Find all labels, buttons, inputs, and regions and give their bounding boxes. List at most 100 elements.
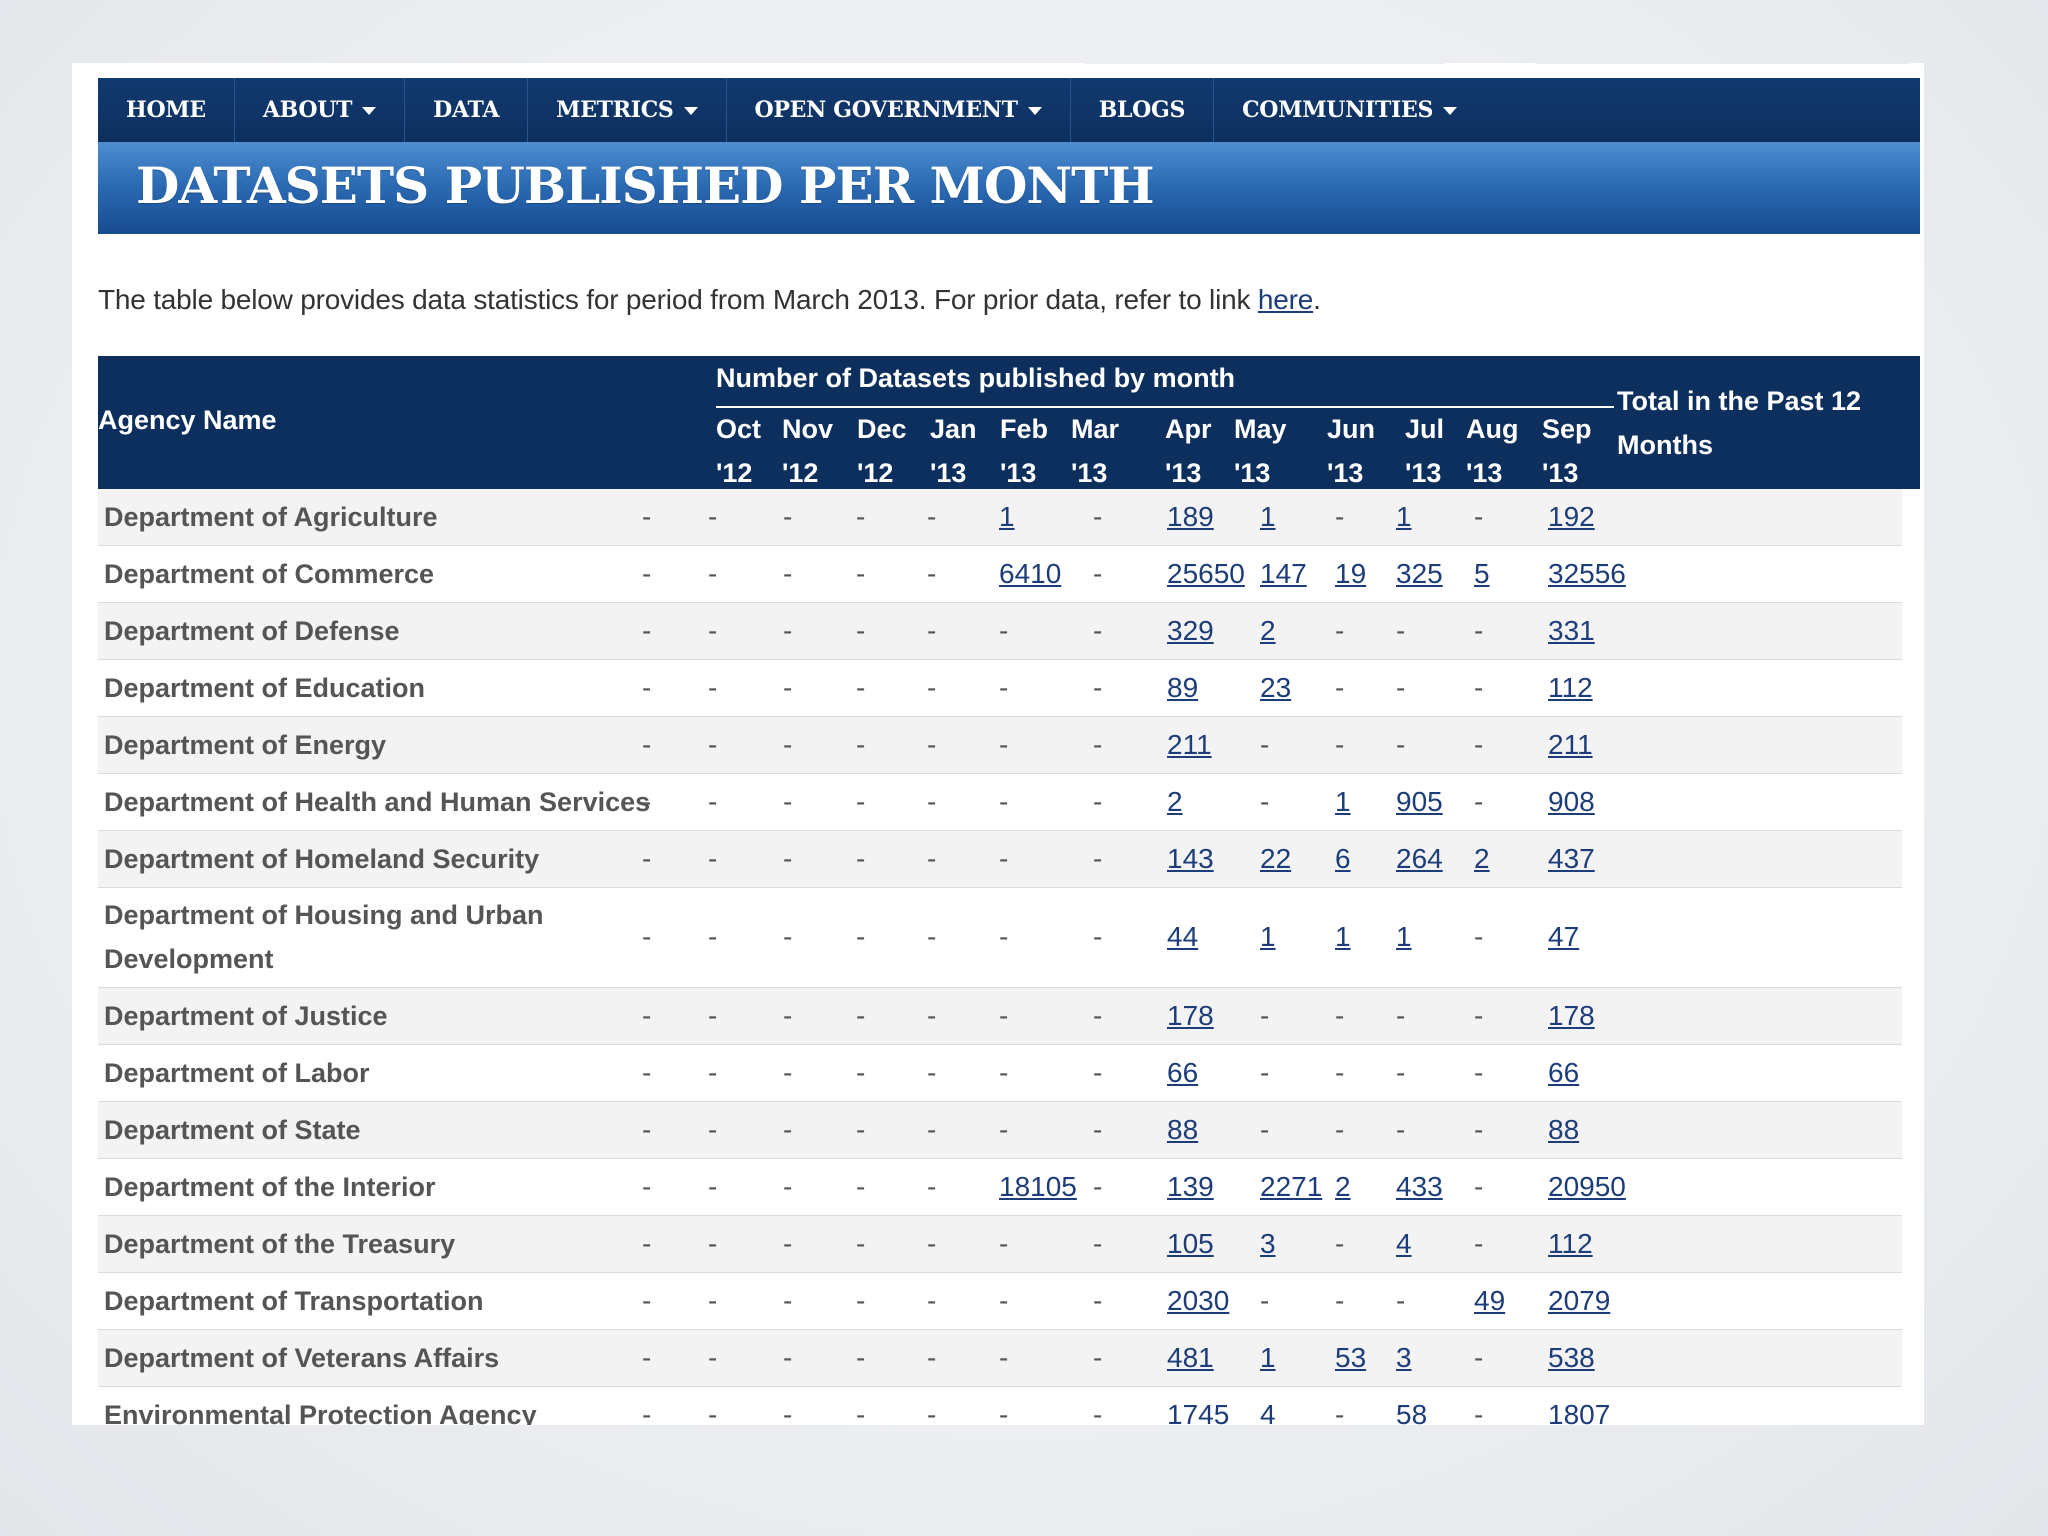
agency-name-cell: Department of Labor	[104, 1058, 370, 1088]
dataset-count-link[interactable]: 1	[1396, 921, 1412, 952]
total-count-link[interactable]: 20950	[1548, 1171, 1626, 1202]
dataset-count-link[interactable]: 1	[1260, 501, 1276, 532]
dataset-count-link[interactable]: 44	[1167, 921, 1199, 952]
month-label: Mar	[1071, 414, 1120, 444]
empty-value-cell: -	[708, 1228, 718, 1259]
total-count-link[interactable]: 1807	[1548, 1399, 1611, 1425]
empty-value-cell: -	[1474, 1228, 1484, 1259]
empty-value-cell: -	[642, 729, 652, 760]
dataset-count-link[interactable]: 1	[1335, 921, 1351, 952]
dataset-count-link[interactable]: 1	[1335, 786, 1351, 817]
dataset-count-link[interactable]: 2	[1474, 843, 1490, 874]
dataset-count-link[interactable]: 105	[1167, 1228, 1214, 1259]
dataset-count-link[interactable]: 178	[1167, 1000, 1214, 1031]
dataset-count-link[interactable]: 19	[1335, 558, 1367, 589]
dataset-count-link[interactable]: 2	[1167, 786, 1183, 817]
nav-item-label: ABOUT	[262, 97, 353, 123]
empty-value-cell: -	[999, 1228, 1009, 1259]
total-count-link[interactable]: 32556	[1548, 558, 1626, 589]
total-count-link[interactable]: 331	[1548, 615, 1595, 646]
empty-value-cell: -	[1396, 1114, 1406, 1145]
total-count-link[interactable]: 437	[1548, 843, 1595, 874]
dataset-count-link[interactable]: 5	[1474, 558, 1490, 589]
dataset-count-link[interactable]: 433	[1396, 1171, 1443, 1202]
table-row: Department of Transportation - - - - - - -2030-…	[98, 1273, 1902, 1330]
dataset-count-link[interactable]: 325	[1396, 558, 1443, 589]
dataset-count-link[interactable]: 139	[1167, 1171, 1214, 1202]
top-border-segment	[1535, 63, 1910, 64]
total-count-link[interactable]: 47	[1548, 921, 1580, 952]
dataset-count-link[interactable]: 211	[1167, 729, 1212, 760]
empty-value-cell: -	[642, 843, 652, 874]
empty-value-cell: -	[999, 1000, 1009, 1031]
dataset-count-link[interactable]: 264	[1396, 843, 1443, 874]
prior-data-link[interactable]: here	[1257, 284, 1314, 315]
agency-name-cell: Department of Transportation	[104, 1286, 484, 1316]
empty-value-cell: -	[708, 1342, 718, 1373]
dataset-count-link[interactable]: 6410	[999, 558, 1062, 589]
dataset-count-link[interactable]: 49	[1474, 1285, 1506, 1316]
year-label: '13	[1071, 458, 1108, 488]
empty-value-cell: -	[708, 921, 718, 952]
total-count-link[interactable]: 66	[1548, 1057, 1580, 1088]
nav-item-open-government[interactable]: OPEN GOVERNMENT	[727, 78, 1071, 142]
total-count-link[interactable]: 88	[1548, 1114, 1580, 1145]
dataset-count-link[interactable]: 1	[1260, 1342, 1276, 1373]
dataset-count-link[interactable]: 53	[1335, 1342, 1367, 1373]
dataset-count-link[interactable]: 189	[1167, 501, 1214, 532]
year-label: '13	[930, 458, 967, 488]
total-count-link[interactable]: 538	[1548, 1342, 1595, 1373]
month-label: Aug	[1466, 414, 1519, 444]
dataset-count-link[interactable]: 1	[1260, 921, 1276, 952]
dataset-count-link[interactable]: 3	[1396, 1342, 1412, 1373]
total-count-link[interactable]: 908	[1548, 786, 1595, 817]
dataset-count-link[interactable]: 3	[1260, 1228, 1276, 1259]
nav-item-data[interactable]: DATA	[405, 78, 529, 142]
nav-item-metrics[interactable]: METRICS	[528, 78, 727, 142]
empty-value-cell: -	[1335, 501, 1345, 532]
dataset-count-link[interactable]: 88	[1167, 1114, 1199, 1145]
dataset-count-link[interactable]: 2030	[1167, 1285, 1230, 1316]
dataset-count-link[interactable]: 2	[1260, 615, 1276, 646]
total-count-link[interactable]: 192	[1548, 501, 1595, 532]
total-count-link[interactable]: 112	[1548, 1228, 1593, 1259]
dataset-count-link[interactable]: 2	[1335, 1171, 1351, 1202]
dataset-count-link[interactable]: 905	[1396, 786, 1443, 817]
nav-item-blogs[interactable]: BLOGS	[1071, 78, 1215, 142]
dataset-count-link[interactable]: 1	[999, 501, 1015, 532]
month-header: Jun '13	[1327, 407, 1375, 495]
dataset-count-link[interactable]: 58	[1396, 1399, 1428, 1425]
total-count-link[interactable]: 178	[1548, 1000, 1595, 1031]
nav-item-home[interactable]: HOME	[98, 78, 235, 142]
empty-value-cell: -	[783, 501, 793, 532]
dataset-count-link[interactable]: 25650	[1167, 558, 1245, 589]
agency-name-header: Agency Name	[98, 405, 277, 435]
dataset-count-link[interactable]: 23	[1260, 672, 1292, 703]
empty-value-cell: -	[927, 1342, 937, 1373]
dataset-count-link[interactable]: 329	[1167, 615, 1214, 646]
dataset-count-link[interactable]: 6	[1335, 843, 1351, 874]
dataset-count-link[interactable]: 481	[1167, 1342, 1214, 1373]
dataset-count-link[interactable]: 1745	[1167, 1399, 1230, 1425]
empty-value-cell: -	[999, 1057, 1009, 1088]
empty-value-cell: -	[1335, 1114, 1345, 1145]
total-count-link[interactable]: 112	[1548, 672, 1593, 703]
nav-item-communities[interactable]: COMMUNITIES	[1214, 78, 1485, 142]
dataset-count-link[interactable]: 143	[1167, 843, 1214, 874]
dataset-count-link[interactable]: 66	[1167, 1057, 1199, 1088]
dataset-count-link[interactable]: 147	[1260, 558, 1307, 589]
empty-value-cell: -	[1335, 1228, 1345, 1259]
dataset-count-link[interactable]: 18105	[999, 1171, 1077, 1202]
month-header: Apr '13	[1165, 407, 1212, 495]
dataset-count-link[interactable]: 4	[1260, 1399, 1276, 1425]
total-count-link[interactable]: 2079	[1548, 1285, 1611, 1316]
nav-item-about[interactable]: ABOUT	[235, 78, 406, 142]
dataset-count-link[interactable]: 89	[1167, 672, 1199, 703]
month-label: Oct	[716, 414, 762, 444]
dataset-count-link[interactable]: 1	[1396, 501, 1412, 532]
dataset-count-link[interactable]: 22	[1260, 843, 1292, 874]
dataset-count-link[interactable]: 4	[1396, 1228, 1412, 1259]
total-count-link[interactable]: 211	[1548, 729, 1593, 760]
dataset-count-link[interactable]: 2271	[1260, 1171, 1323, 1202]
empty-value-cell: -	[1396, 672, 1406, 703]
